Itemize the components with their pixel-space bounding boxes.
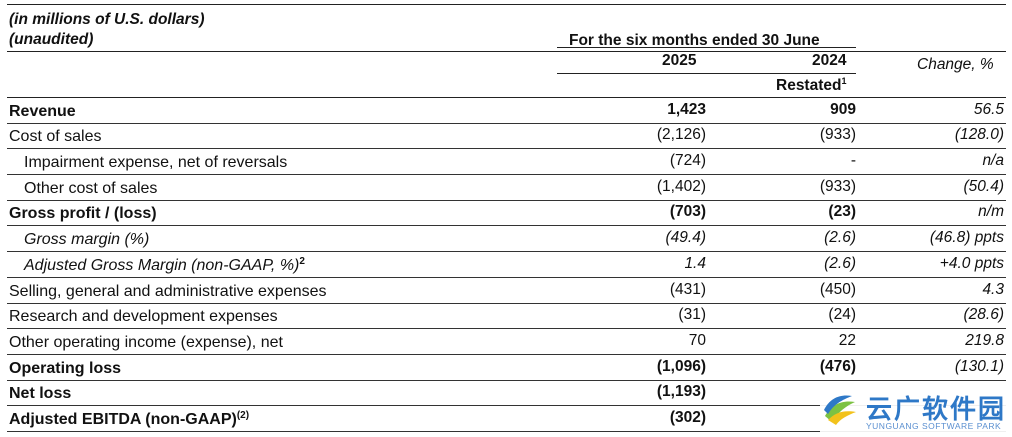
value-2024: 909	[830, 100, 856, 118]
value-change: 4.3	[982, 280, 1004, 298]
unit-caption: (in millions of U.S. dollars)	[9, 11, 205, 28]
change-heading: Change, %	[917, 56, 994, 73]
value-change: (128.0)	[954, 126, 1004, 144]
value-2025: 1,423	[667, 100, 706, 118]
table-row: Cost of sales (2,126) (933) (128.0)	[7, 124, 1006, 150]
row-label: Other cost of sales	[24, 179, 158, 197]
restated-label: Restated1	[776, 76, 847, 94]
header-divider	[7, 51, 1006, 52]
value-2025: (431)	[669, 280, 706, 298]
value-2024: (476)	[819, 357, 856, 375]
value-change: (28.6)	[963, 306, 1005, 324]
value-change: 219.8	[965, 331, 1004, 349]
table-row: Other cost of sales (1,402) (933) (50.4)	[7, 175, 1006, 201]
value-2024: (933)	[819, 177, 856, 195]
value-2024: (2.6)	[824, 254, 856, 272]
row-label: Net loss	[9, 385, 72, 403]
value-2025: (2,126)	[656, 126, 706, 144]
table-row: Revenue 1,423 909 56.5	[7, 98, 1006, 124]
footnote-marker: 2	[299, 255, 305, 267]
year-2025-underline	[557, 73, 707, 74]
table-row: Research and development expenses (31) (…	[7, 304, 1006, 330]
wave-logo-icon	[824, 395, 856, 425]
period-heading: For the six months ended 30 June	[569, 32, 820, 49]
footnote-marker: (2)	[236, 409, 250, 421]
value-2025: (724)	[669, 152, 706, 170]
restated-footnote: 1	[841, 76, 847, 86]
value-2024: 22	[838, 331, 856, 349]
value-change: n/m	[978, 203, 1004, 221]
table-row: Adjusted EBITDA (non-GAAP)(2) (302)	[7, 406, 1006, 432]
period-underline	[557, 47, 856, 48]
value-2025: (1,193)	[656, 383, 706, 401]
value-change: (130.1)	[954, 357, 1004, 375]
table-row: Gross margin (%) (49.4) (2.6) (46.8) ppt…	[7, 226, 1006, 253]
table-row: Adjusted Gross Margin (non-GAAP, %)2 1.4…	[7, 252, 1006, 278]
value-2024: (23)	[828, 203, 856, 221]
value-2025: 1.4	[684, 254, 706, 272]
table-row: Impairment expense, net of reversals (72…	[7, 149, 1006, 176]
row-label: Selling, general and administrative expe…	[9, 282, 327, 300]
year-2025-heading: 2025	[662, 52, 697, 69]
row-label: Adjusted EBITDA (non-GAAP)(2)	[9, 409, 250, 428]
value-2024: (2.6)	[824, 229, 856, 247]
income-statement-table: Revenue 1,423 909 56.5 Cost of sales (2,…	[7, 98, 1006, 432]
row-label: Gross margin (%)	[24, 231, 150, 249]
table-row: Net loss (1,193)	[7, 381, 1006, 407]
row-label: Adjusted Gross Margin (non-GAAP, %)2	[24, 255, 305, 274]
table-row: Gross profit / (loss) (703) (23) n/m	[7, 201, 1006, 227]
value-change: n/a	[982, 152, 1004, 170]
row-label: Revenue	[9, 102, 76, 120]
watermark-chinese: 云广软件园	[866, 395, 1007, 425]
value-2025: (31)	[678, 306, 706, 324]
value-2025: (703)	[669, 203, 706, 221]
table-row: Operating loss (1,096) (476) (130.1)	[7, 355, 1006, 381]
value-2024: -	[850, 152, 856, 170]
value-2024: (933)	[819, 126, 856, 144]
year-2024-heading: 2024	[812, 52, 847, 69]
value-2024: (450)	[819, 280, 856, 298]
table-row: Other operating income (expense), net 70…	[7, 329, 1006, 355]
value-2025: (1,096)	[656, 357, 706, 375]
value-change: (50.4)	[963, 177, 1005, 195]
row-label: Research and development expenses	[9, 308, 278, 326]
watermark-english: YUNGUANG SOFTWARE PARK	[866, 421, 1002, 431]
table-row: Selling, general and administrative expe…	[7, 278, 1006, 304]
year-2024-underline	[707, 73, 856, 74]
row-label: Operating loss	[9, 359, 122, 377]
header-bottom-rule	[7, 97, 1006, 98]
row-label: Gross profit / (loss)	[9, 205, 157, 223]
value-2025: (302)	[669, 408, 706, 426]
watermark: 云广软件园 YUNGUANG SOFTWARE PARK	[820, 388, 1010, 434]
row-label: Cost of sales	[9, 128, 102, 146]
value-2025: (1,402)	[656, 177, 706, 195]
row-label: Impairment expense, net of reversals	[24, 154, 288, 172]
value-change: (46.8) ppts	[929, 229, 1004, 247]
value-change: +4.0 ppts	[939, 254, 1004, 272]
value-change: 56.5	[973, 100, 1004, 118]
value-2025: (49.4)	[665, 229, 707, 247]
audit-caption: (unaudited)	[9, 31, 94, 48]
table-header: (in millions of U.S. dollars) (unaudited…	[7, 4, 1006, 51]
row-label: Other operating income (expense), net	[9, 333, 283, 351]
value-2025: 70	[688, 331, 706, 349]
value-2024: (24)	[828, 306, 856, 324]
